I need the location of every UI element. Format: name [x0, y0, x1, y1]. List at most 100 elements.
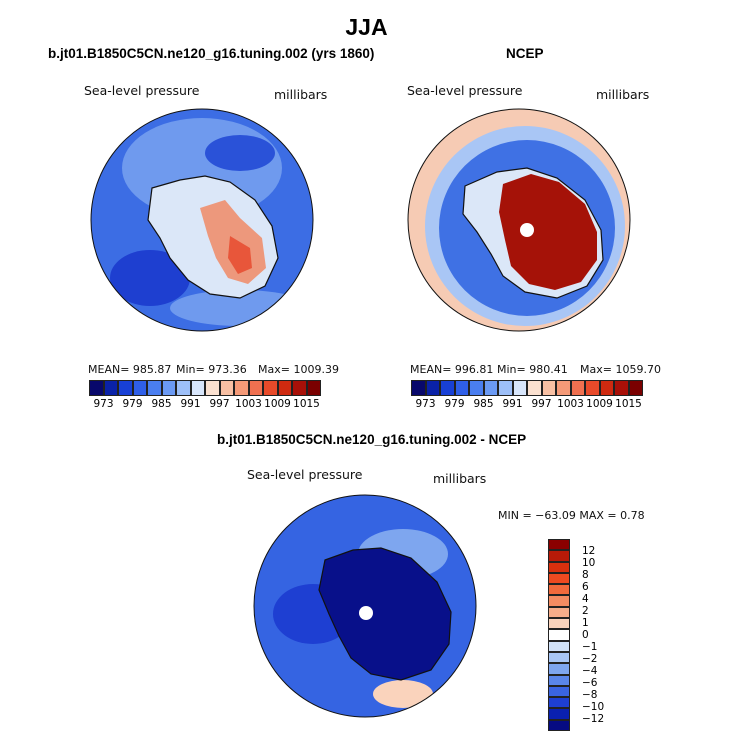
left-colorbar-swatch [205, 380, 220, 396]
diff-colorbar-tick-label: −6 [582, 677, 598, 689]
right-colorbar-tick-label: 1015 [615, 398, 642, 410]
right-colorbar-swatch [585, 380, 600, 396]
right-map-border [407, 108, 631, 332]
left-colorbar-tick-label: 973 [93, 398, 114, 410]
left-min-stat: Min= 973.36 [176, 363, 247, 376]
diff-colorbar-swatch [548, 550, 570, 562]
right-colorbar-swatch [454, 380, 469, 396]
right-polar-map [407, 108, 631, 332]
left-colorbar-swatch [176, 380, 191, 396]
left-colorbar [89, 380, 321, 396]
left-max-stat: Max= 1009.39 [258, 363, 339, 376]
diff-colorbar-swatch [548, 697, 570, 709]
diff-colorbar-swatch [548, 561, 570, 573]
left-colorbar-swatch [234, 380, 249, 396]
left-colorbar-tick-label: 985 [151, 398, 172, 410]
diff-colorbar-tick-label: 2 [582, 605, 589, 617]
diff-colorbar-tick-label: −10 [582, 701, 605, 713]
right-variable-label: Sea-level pressure [407, 83, 523, 98]
left-mean-stat: MEAN= 985.87 [88, 363, 172, 376]
diff-colorbar-tick-label: 10 [582, 557, 596, 569]
right-land-high [499, 174, 597, 290]
left-colorbar-ticks: 973 979 985 991 997 1003 1009 1015 [89, 398, 321, 412]
diff-colorbar [548, 539, 570, 731]
diff-colorbar-swatch [548, 629, 570, 641]
diff-colorbar-swatch [548, 708, 570, 720]
left-colorbar-swatch [103, 380, 118, 396]
left-colorbar-tick-label: 1009 [264, 398, 291, 410]
right-colorbar-swatch [527, 380, 542, 396]
bottom-variable-label: Sea-level pressure [247, 467, 363, 482]
diff-colorbar-swatch [548, 572, 570, 585]
diff-colorbar-tick-label: −2 [582, 653, 598, 665]
right-mean-stat: MEAN= 996.81 [410, 363, 494, 376]
left-colorbar-tick-label: 991 [180, 398, 201, 410]
diff-pole-marker [359, 606, 373, 620]
diff-colorbar-swatch [548, 584, 570, 596]
diff-colorbar-swatch [548, 651, 570, 664]
diff-polar-map [253, 494, 477, 718]
diff-colorbar-tick-label: 4 [582, 593, 589, 605]
right-colorbar-swatch [541, 380, 556, 396]
right-pole-marker [520, 223, 534, 237]
left-colorbar-swatch [147, 380, 162, 396]
diff-colorbar-swatch [548, 606, 570, 619]
right-colorbar-tick-label: 997 [531, 398, 552, 410]
left-coastline [147, 175, 279, 299]
right-colorbar-swatch [425, 380, 440, 396]
left-colorbar-swatch [248, 380, 263, 396]
diff-colorbar-ticks: 12 10 8 6 4 2 1 0 −1 −2 −4 −6 −8 −10 −12 [582, 539, 622, 731]
diff-colorbar-swatch [548, 719, 570, 731]
right-colorbar-swatch [469, 380, 484, 396]
right-colorbar-tick-label: 985 [473, 398, 494, 410]
right-max-stat: Max= 1059.70 [580, 363, 661, 376]
diff-colorbar-swatch [548, 595, 570, 607]
diff-colorbar-tick-label: 1 [582, 617, 589, 629]
left-dark-low-1 [110, 250, 190, 306]
bottom-minmax-stat: MIN = −63.09 MAX = 0.78 [498, 509, 645, 522]
diff-colorbar-swatch [548, 618, 570, 630]
right-colorbar-swatch [556, 380, 571, 396]
right-colorbar-swatch [599, 380, 614, 396]
right-units-label: millibars [596, 87, 650, 102]
diff-colorbar-swatch [548, 640, 570, 652]
right-colorbar-ticks: 973 979 985 991 997 1003 1009 1015 [411, 398, 643, 412]
diff-colorbar-swatch [548, 674, 570, 686]
diff-colorbar-swatch [548, 685, 570, 698]
left-colorbar-tick-label: 979 [122, 398, 143, 410]
left-colorbar-swatch [118, 380, 133, 396]
left-colorbar-tick-label: 1015 [293, 398, 320, 410]
left-colorbar-swatch [132, 380, 147, 396]
right-colorbar-tick-label: 1009 [586, 398, 613, 410]
diff-colorbar-tick-label: −8 [582, 689, 598, 701]
diff-colorbar-tick-label: 0 [582, 629, 589, 641]
left-dark-low-2 [205, 135, 275, 171]
right-colorbar-swatch [512, 380, 527, 396]
diff-coastline [318, 547, 452, 681]
left-colorbar-tick-label: 1003 [235, 398, 262, 410]
diff-colorbar-tick-label: −12 [582, 713, 605, 725]
right-colorbar-swatch [570, 380, 585, 396]
diff-colorbar-tick-label: −4 [582, 665, 598, 677]
right-panel-title: NCEP [506, 46, 544, 61]
right-colorbar-tick-label: 1003 [557, 398, 584, 410]
right-colorbar-tick-label: 973 [415, 398, 436, 410]
left-colorbar-tick-label: 997 [209, 398, 230, 410]
left-colorbar-swatch [161, 380, 176, 396]
left-panel-title: b.jt01.B1850C5CN.ne120_g16.tuning.002 (y… [48, 46, 375, 61]
left-polar-map [90, 108, 314, 332]
left-high-core [228, 236, 252, 274]
diff-colorbar-tick-label: 8 [582, 569, 589, 581]
left-units-label: millibars [274, 87, 328, 102]
figure-title: JJA [345, 14, 388, 40]
left-colorbar-swatch [292, 380, 307, 396]
right-colorbar-swatch [440, 380, 455, 396]
right-min-stat: Min= 980.41 [497, 363, 568, 376]
left-colorbar-swatch [306, 380, 321, 396]
right-colorbar-swatch [498, 380, 513, 396]
right-colorbar-swatch [614, 380, 629, 396]
left-map-border [90, 108, 314, 332]
right-colorbar-swatch [628, 380, 643, 396]
right-coastline [462, 167, 604, 299]
diff-colorbar-tick-label: 6 [582, 581, 589, 593]
